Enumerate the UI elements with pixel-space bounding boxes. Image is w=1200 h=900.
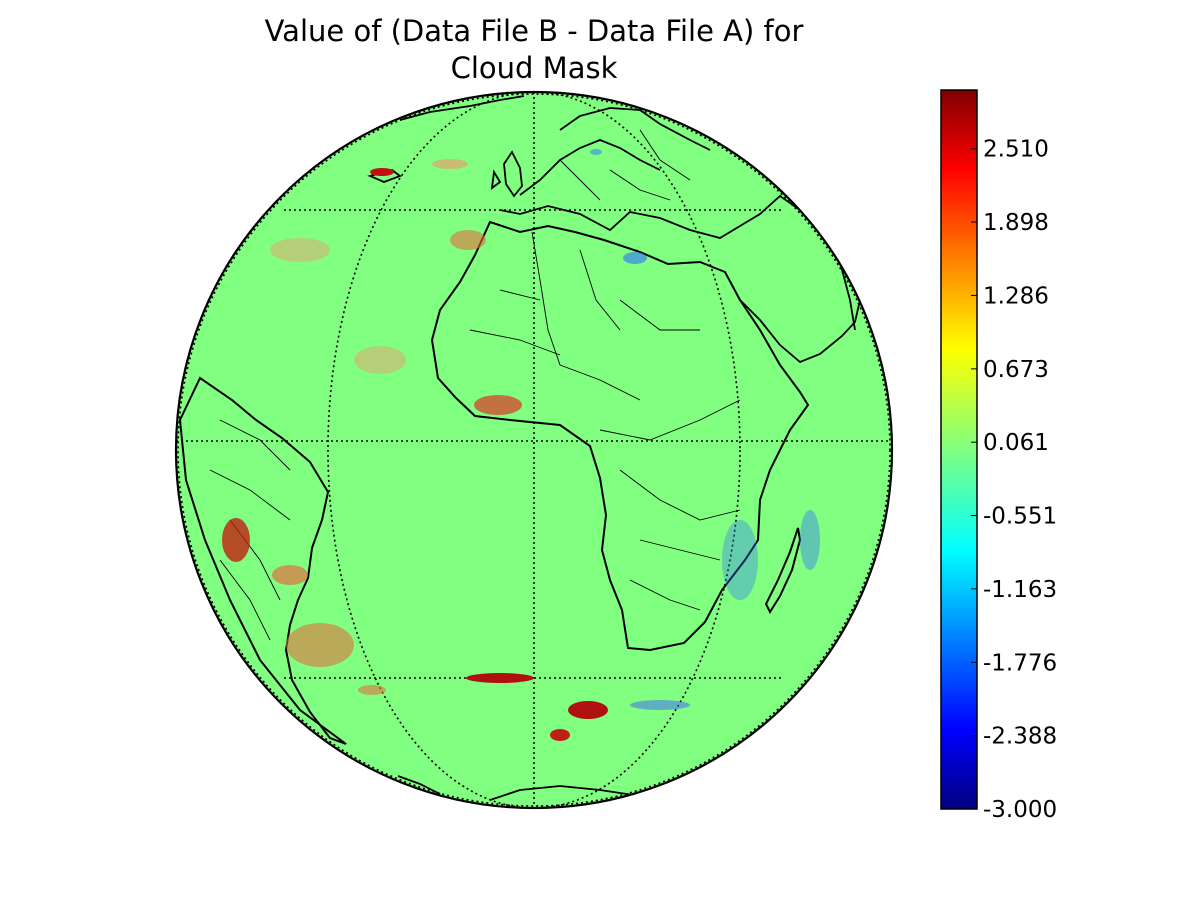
plot-title-line-1: Value of (Data File B - Data File A) for bbox=[264, 14, 804, 48]
colorbar-gradient bbox=[940, 89, 978, 810]
graticule bbox=[176, 92, 892, 808]
country-borders bbox=[209, 129, 741, 641]
colorbar-tick-label: -2.388 bbox=[983, 724, 1057, 750]
colorbar-tick-label: -1.163 bbox=[983, 577, 1057, 603]
globe-outline bbox=[174, 90, 894, 810]
arabian-peninsula-coastline bbox=[739, 299, 861, 364]
colorbar-tick-label: 1.286 bbox=[983, 283, 1049, 309]
africa-coastline bbox=[430, 220, 810, 652]
south-america-coastline bbox=[178, 376, 347, 745]
colorbar-tick-label: -1.776 bbox=[983, 650, 1057, 676]
colorbar-tick-label: 0.673 bbox=[983, 357, 1049, 383]
colorbar-tick-label: 2.510 bbox=[983, 137, 1049, 163]
colorbar-tick-label: -3.000 bbox=[983, 797, 1057, 823]
positive-difference-patches bbox=[222, 159, 608, 741]
colorbar-ticks: 2.510 1.898 1.286 0.673 0.061 -0.551 -1.163 -1.… bbox=[971, 137, 1057, 823]
colorbar-tick-label: 1.898 bbox=[983, 210, 1049, 236]
globe-contents bbox=[176, 92, 892, 808]
negative-difference-patches bbox=[590, 149, 820, 710]
colorbar-tick-label: -0.551 bbox=[983, 504, 1057, 530]
plot-title-line-2: Cloud Mask bbox=[450, 51, 618, 85]
british-isles-coastline bbox=[490, 150, 523, 198]
madagascar-coastline bbox=[764, 527, 802, 615]
colorbar-tick-label: 0.061 bbox=[983, 430, 1049, 456]
